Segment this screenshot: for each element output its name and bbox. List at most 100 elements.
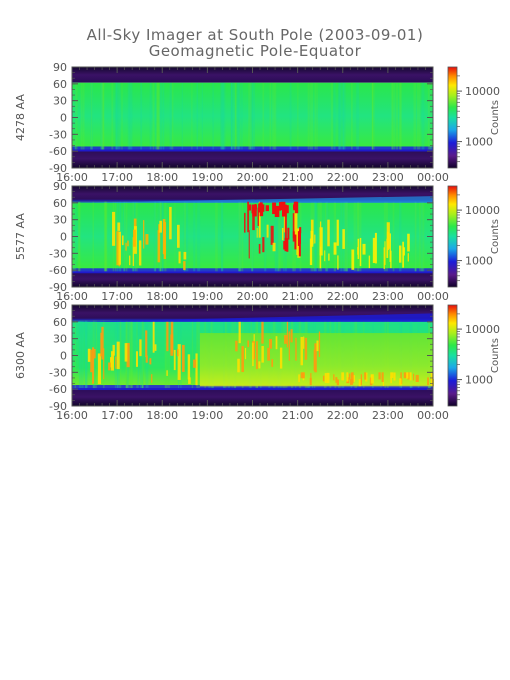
texture-streak xyxy=(155,82,157,150)
bright-feature xyxy=(244,201,302,259)
texture-streak xyxy=(193,201,196,272)
texture-streak xyxy=(115,82,118,150)
texture-streak xyxy=(353,201,356,272)
texture-streak xyxy=(168,320,171,389)
y-tick-label: -60 xyxy=(49,145,67,158)
texture-streak xyxy=(316,82,318,150)
texture-streak xyxy=(183,201,185,272)
texture-streak xyxy=(104,201,106,272)
x-tick-label: 19:00 xyxy=(192,171,224,184)
y-tick-label: 90 xyxy=(53,299,67,312)
texture-streak xyxy=(309,82,311,150)
texture-streak xyxy=(333,82,336,150)
low-band xyxy=(72,146,433,152)
texture-streak xyxy=(371,82,375,150)
texture-streak xyxy=(338,82,341,150)
texture-streak xyxy=(74,82,77,150)
texture-streak xyxy=(119,320,122,389)
texture-streak xyxy=(230,82,233,150)
texture-streak xyxy=(414,201,416,272)
x-tick-label: 20:00 xyxy=(237,409,269,422)
texture-streak xyxy=(162,82,165,150)
texture-streak xyxy=(115,201,117,272)
colorbar-tick-label: 10000 xyxy=(465,323,500,336)
texture-streak xyxy=(100,82,104,150)
texture-streak xyxy=(132,201,134,272)
poleward-blue xyxy=(72,313,433,322)
texture-streak xyxy=(392,201,395,272)
texture-streak xyxy=(114,320,117,389)
texture-streak xyxy=(250,82,253,150)
texture-streak xyxy=(142,320,144,389)
texture-streak xyxy=(283,201,285,272)
texture-streak xyxy=(153,201,156,272)
texture-streak xyxy=(250,82,252,150)
texture-streak xyxy=(399,82,402,150)
chart-subtitle: Geomagnetic Pole-Equator xyxy=(148,42,362,60)
x-tick-label: 18:00 xyxy=(146,409,178,422)
texture-streak xyxy=(346,201,348,272)
texture-streak xyxy=(191,82,193,150)
texture-streak xyxy=(234,82,237,150)
texture-streak xyxy=(238,201,241,272)
texture-streak xyxy=(81,320,84,389)
texture-streak xyxy=(234,82,236,150)
bright-feature xyxy=(112,206,187,270)
y-tick-label: 90 xyxy=(53,180,67,193)
texture-streak xyxy=(84,320,88,389)
texture-streak xyxy=(111,82,114,150)
texture-streak xyxy=(181,82,183,150)
texture-streak xyxy=(421,82,425,150)
texture-streak xyxy=(129,82,133,150)
texture-streak xyxy=(356,201,360,272)
texture-streak xyxy=(121,82,123,150)
texture-streak xyxy=(383,201,386,272)
texture-streak xyxy=(396,82,399,150)
texture-streak xyxy=(248,82,250,150)
texture-streak xyxy=(154,201,157,272)
bright-feature xyxy=(87,321,198,386)
y-tick-label: 30 xyxy=(53,95,67,108)
y-tick-label: -60 xyxy=(49,264,67,277)
texture-streak xyxy=(392,82,396,150)
texture-streak xyxy=(413,82,417,150)
y-tick-label: 30 xyxy=(53,333,67,346)
y-tick-label: -30 xyxy=(49,247,67,260)
texture-streak xyxy=(74,320,76,389)
y-tick-label: -90 xyxy=(49,162,67,175)
texture-streak xyxy=(274,201,277,272)
texture-streak xyxy=(161,201,164,272)
texture-streak xyxy=(338,82,340,150)
texture-streak xyxy=(197,320,200,389)
colorbar-tick-label: 10000 xyxy=(465,85,500,98)
y-tick-label: -60 xyxy=(49,383,67,396)
x-tick-label: 20:00 xyxy=(237,171,269,184)
texture-streak xyxy=(78,201,80,272)
x-tick-label: 23:00 xyxy=(372,290,404,303)
x-tick-label: 17:00 xyxy=(101,290,133,303)
texture-streak xyxy=(117,82,121,150)
texture-streak xyxy=(272,82,275,150)
texture-streak xyxy=(429,82,432,150)
x-tick-label: 22:00 xyxy=(327,409,359,422)
texture-streak xyxy=(84,320,88,389)
texture-streak xyxy=(104,201,107,272)
x-tick-label: 23:00 xyxy=(372,409,404,422)
texture-streak xyxy=(237,82,241,150)
texture-streak xyxy=(160,82,162,150)
colorbar-label: Counts xyxy=(490,219,501,254)
x-tick-label: 19:00 xyxy=(192,290,224,303)
colorbar-tick-label: 10000 xyxy=(465,204,500,217)
bright-feature xyxy=(309,219,410,270)
texture-streak xyxy=(78,320,82,389)
texture-streak xyxy=(231,82,233,150)
texture-streak xyxy=(314,82,317,150)
channel-label: 4278 AA xyxy=(14,94,27,141)
texture-streak xyxy=(157,82,160,150)
texture-streak xyxy=(125,201,128,272)
texture-streak xyxy=(239,201,241,272)
texture-streak xyxy=(344,201,347,272)
